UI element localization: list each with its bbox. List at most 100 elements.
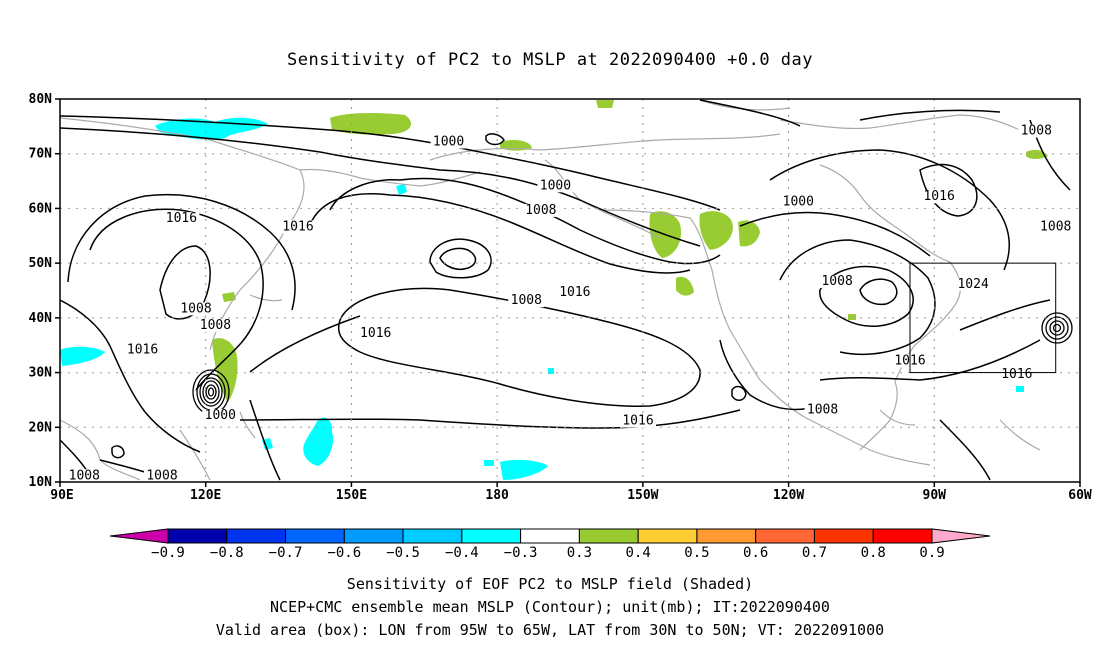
hurricane-low-contours [1041,312,1073,344]
lat-tick-label: 40N [29,311,53,326]
colorbar: −0.9 −0.8 −0.7 −0.6 −0.5 −0.4 −0.3 0.3 0.4 0.5 0.6… [109,528,991,561]
lon-tick-label: 120E [190,488,221,503]
contour-label-bg [124,343,161,357]
colorbar-tick-label: −0.3 [504,545,538,561]
lon-tick-label: 120W [773,488,804,503]
lat-tick-label: 10N [29,475,53,490]
colorbar-tick-label: 0.6 [743,545,768,561]
contour-label: 1016 [1001,367,1032,382]
contour-labels: 1000 1008 1000 1016 1016 1008 1000 1016 1008 1008… [66,124,1074,483]
colorbar-swatch [755,528,815,544]
contour-label: 1016 [127,342,158,357]
colorbar-swatch [578,528,639,544]
contour-label-bg [819,275,856,289]
contour-label: 1008 [1040,219,1071,234]
contour-label: 1016 [923,189,954,204]
contour-label-bg [620,414,656,428]
contour-label-bg [804,403,841,417]
contour-label-bg [556,285,593,299]
contour-label: 1000 [205,408,236,423]
colorbar-tick-label: 0.4 [626,545,651,561]
contour-label-bg [955,277,992,291]
contour-label-bg [921,190,958,204]
lat-tick-label: 30N [29,366,53,381]
map-frame [59,98,1081,483]
contour-label: 1008 [146,468,177,483]
contour-label-bg [998,368,1035,382]
colorbar-tick-label: −0.9 [151,545,185,561]
colorbar-swatch [343,528,404,544]
contour-label: 1008 [807,403,838,418]
colorbar-swatch [872,528,933,544]
colorbar-swatch [813,528,874,544]
colorbar-tick-label: 0.5 [684,545,709,561]
contour-label-bg [178,302,214,316]
lon-tick-label: 180 [485,488,509,503]
caption-line-1: Sensitivity of EOF PC2 to MSLP field (Sh… [346,575,754,593]
colorbar-swatch [520,528,580,544]
colorbar-swatch [226,528,287,544]
contour-label-bg [780,195,817,209]
contour-label-bg [357,327,394,341]
colorbar-tick-label: −0.8 [210,545,244,561]
lon-tick-label: 150W [627,488,658,503]
contour-label-bg [66,469,103,483]
contour-label: 1000 [433,135,464,150]
contour-label: 1008 [1021,124,1052,139]
lat-tick-label: 20N [29,420,53,435]
colorbar-low-triangle [109,528,169,544]
contour-label-bg [197,318,234,332]
colorbar-swatch [167,528,228,544]
colorbar-tick-label: −0.5 [386,545,420,561]
longitude-axis: 90E 120E 150E 180 150W 120W 90W 60W [50,482,1092,503]
contour-label: 1016 [559,285,590,300]
contour-label: 1000 [783,195,814,210]
lat-tick-label: 80N [29,92,53,107]
contour-label-bg [1018,124,1055,138]
contour-label: 1008 [525,203,556,218]
contour-label-bg [522,203,559,217]
contour-label: 1016 [166,211,197,226]
contour-label-bg [144,469,180,483]
colorbar-tick-label: −0.4 [445,545,479,561]
lat-tick-label: 70N [29,147,53,162]
caption-line-3: Valid area (box): LON from 95W to 65W, L… [215,621,885,639]
contour-label: 1008 [69,468,100,483]
contour-label: 1008 [511,293,542,308]
lon-tick-label: 90W [923,488,947,503]
colorbar-tick-label: −0.7 [269,545,303,561]
contour-label-bg [430,135,467,149]
colorbar-high-triangle [931,528,991,544]
caption-line-2: NCEP+CMC ensemble mean MSLP (Contour); u… [270,598,830,616]
contour-label: 1008 [180,301,211,316]
valid-area-box [909,262,1057,374]
contour-label: 1000 [540,178,571,193]
colorbar-swatch [285,528,345,544]
contour-label-bg [508,294,545,308]
contour-label: 1016 [360,326,391,341]
colorbar-tick-label: 0.9 [919,545,944,561]
lon-tick-label: 60W [1068,488,1092,503]
contour-label: 1016 [622,414,653,429]
contour-label-bg [202,409,239,423]
colorbar-swatch [402,528,463,544]
colorbar-tick-label: 0.7 [802,545,827,561]
colorbar-swatch [637,528,698,544]
contour-label-bg [1037,220,1074,234]
contour-label-bg [537,179,574,193]
contour-label: 1008 [821,274,852,289]
colorbar-tick-label: −0.6 [327,545,361,561]
contour-label: 1024 [957,277,988,292]
colorbar-tick-label: 0.8 [861,545,886,561]
lon-tick-label: 150E [336,488,367,503]
colorbar-swatch [696,528,757,544]
contour-label-bg [280,220,316,234]
latitude-axis: 80N 70N 60N 50N 40N 30N 20N 10N [29,92,60,490]
contour-label: 1008 [200,318,231,333]
lat-tick-label: 50N [29,256,53,271]
colorbar-swatch [461,528,522,544]
colorbar-tick-label: 0.3 [567,545,592,561]
contour-label: 1016 [282,219,313,234]
plot-title: Sensitivity of PC2 to MSLP at 2022090400… [286,50,813,70]
